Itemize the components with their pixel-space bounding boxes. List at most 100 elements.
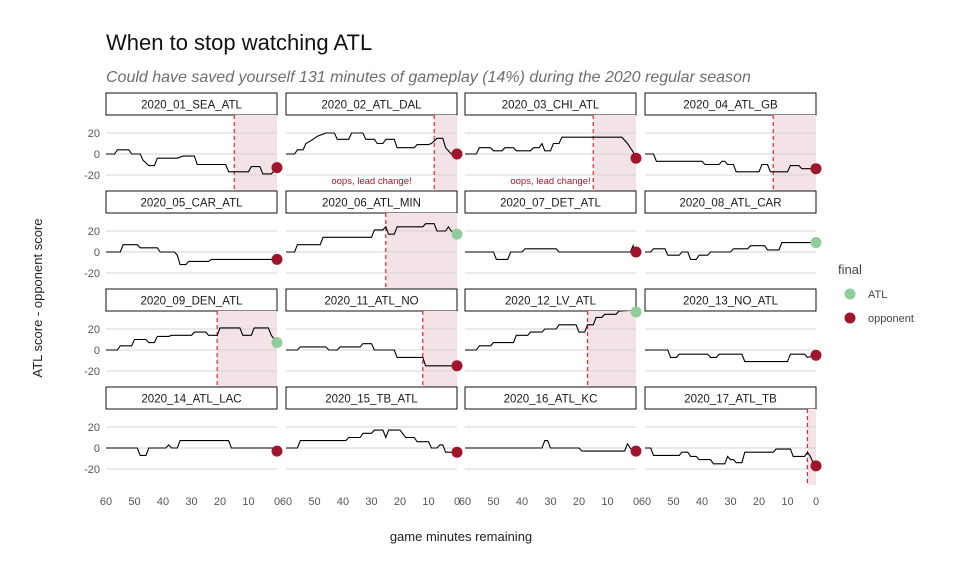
panel-2020_12_LV_ATL: 2020_12_LV_ATL	[464, 288, 642, 387]
lead-change-annotation: oops, lead change!	[510, 176, 590, 187]
x-tick-label: 20	[394, 496, 406, 508]
panel-strip	[105, 386, 278, 410]
x-tick-label: 50	[487, 496, 499, 508]
final-score-point	[630, 306, 642, 318]
score-diff-line	[106, 244, 277, 266]
legend: final ATL opponent	[838, 262, 914, 325]
score-diff-line	[465, 136, 636, 159]
x-tick-label: 50	[667, 496, 679, 508]
y-tick-label: 0	[94, 149, 100, 161]
chart-subtitle: Could have saved yourself 131 minutes of…	[106, 69, 751, 86]
x-tick-label: 20	[753, 496, 765, 508]
panel-strip	[105, 190, 278, 214]
y-tick-label: 0	[94, 345, 100, 357]
x-tick-label: 40	[516, 496, 528, 508]
y-tick-label: -20	[84, 464, 100, 476]
chart-title: When to stop watching ATL	[106, 30, 372, 55]
legend-opponent-swatch	[844, 312, 856, 324]
panel-2020_08_ATL_CAR: 2020_08_ATL_CAR	[644, 190, 822, 274]
x-tick-label: 40	[696, 496, 708, 508]
y-tick-label: 0	[94, 443, 100, 455]
score-diff-line	[465, 440, 636, 452]
y-tick-label: 20	[88, 226, 100, 238]
stop-watching-region	[422, 311, 457, 387]
score-diff-line	[645, 447, 816, 467]
panel-2020_11_ATL_NO: 2020_11_ATL_NO	[285, 288, 463, 387]
panel-strip-label: 2020_07_DET_ATL	[500, 198, 601, 210]
panel-strip-label: 2020_16_ATL_KC	[504, 394, 598, 406]
panel-2020_05_CAR_ATL: 2020_05_CAR_ATL 20 0 -20	[84, 190, 283, 280]
final-score-point	[451, 148, 463, 160]
panel-strip-label: 2020_01_SEA_ATL	[141, 100, 242, 112]
x-tick-label: 50	[308, 496, 320, 508]
y-tick-label: -20	[84, 268, 100, 280]
final-score-point	[630, 445, 642, 457]
y-tick-label: 20	[88, 324, 100, 336]
panel-strip-label: 2020_04_ATL_GB	[683, 100, 778, 112]
panel-strip-label: 2020_06_ATL_MIN	[322, 198, 421, 210]
legend-item-atl: ATL	[844, 288, 887, 301]
panel-2020_15_TB_ATL: 2020_15_TB_ATL 60 50 40 30 20 10 0	[280, 386, 463, 508]
panel-strip	[105, 288, 278, 312]
score-diff-line	[645, 242, 816, 260]
x-tick-label: 60	[639, 496, 651, 508]
panel-2020_13_NO_ATL: 2020_13_NO_ATL	[644, 288, 822, 372]
x-tick-label: 10	[422, 496, 434, 508]
stop-watching-region	[807, 409, 816, 485]
x-tick-label: 30	[185, 496, 197, 508]
x-axis-title: game minutes remaining	[390, 529, 532, 544]
final-score-point	[271, 162, 283, 174]
panel-strip-label: 2020_08_ATL_CAR	[679, 198, 781, 210]
x-tick-label: 30	[724, 496, 736, 508]
panel-strip	[464, 92, 637, 116]
x-tick-label: 50	[128, 496, 140, 508]
x-tick-label: 20	[214, 496, 226, 508]
x-tick-label: 10	[601, 496, 613, 508]
stop-watching-region	[385, 213, 457, 289]
final-score-point	[810, 163, 822, 175]
legend-atl-swatch	[844, 288, 856, 300]
panel-2020_01_SEA_ATL: 2020_01_SEA_ATL 20 0 -20	[84, 92, 283, 191]
stop-watching-region	[234, 115, 277, 191]
panel-2020_16_ATL_KC: 2020_16_ATL_KC 60 50 40 30 20 10 0	[459, 386, 642, 508]
panel-2020_14_ATL_LAC: 2020_14_ATL_LAC 20 0 -20 60 50 40 30 20 10 0	[84, 386, 283, 508]
score-diff-line	[286, 429, 457, 453]
panel-2020_04_ATL_GB: 2020_04_ATL_GB	[644, 92, 822, 191]
score-diff-line	[286, 223, 457, 253]
stop-watching-region	[587, 311, 636, 387]
lead-change-annotation: oops, lead change!	[331, 176, 411, 187]
final-score-point	[630, 246, 642, 258]
final-score-point	[271, 445, 283, 457]
x-tick-label: 10	[242, 496, 254, 508]
x-tick-label: 40	[337, 496, 349, 508]
final-score-point	[451, 360, 463, 372]
panel-2020_06_ATL_MIN: 2020_06_ATL_MIN	[285, 190, 463, 289]
final-score-point	[451, 446, 463, 458]
y-tick-label: 20	[88, 422, 100, 434]
x-tick-label: 20	[573, 496, 585, 508]
legend-atl-label: ATL	[868, 289, 887, 301]
score-diff-line	[106, 149, 277, 175]
x-tick-label: 0	[813, 496, 819, 508]
panel-2020_07_DET_ATL: 2020_07_DET_ATL	[464, 190, 642, 274]
panel-strip	[464, 288, 637, 312]
legend-item-opponent: opponent	[844, 312, 914, 325]
panel-strip	[105, 92, 278, 116]
y-tick-label: -20	[84, 366, 100, 378]
y-tick-label: 0	[94, 247, 100, 259]
panel-strip	[285, 386, 458, 410]
panel-strip-label: 2020_12_LV_ATL	[505, 296, 597, 308]
final-score-point	[810, 237, 822, 249]
score-diff-line	[106, 327, 277, 351]
score-diff-line	[465, 311, 631, 351]
panel-2020_09_DEN_ATL: 2020_09_DEN_ATL 20 0 -20	[84, 288, 283, 387]
x-tick-label: 60	[280, 496, 292, 508]
x-tick-label: 0	[454, 496, 460, 508]
panel-strip-label: 2020_09_DEN_ATL	[140, 296, 243, 308]
panel-strip-label: 2020_02_ATL_DAL	[321, 100, 422, 112]
score-diff-line	[465, 243, 636, 260]
score-diff-line	[286, 343, 457, 367]
panel-2020_02_ATL_DAL: 2020_02_ATL_DAL oops, lead change!	[285, 92, 463, 191]
panel-strip-label: 2020_15_TB_ATL	[325, 394, 418, 406]
stop-watching-region	[773, 115, 816, 191]
